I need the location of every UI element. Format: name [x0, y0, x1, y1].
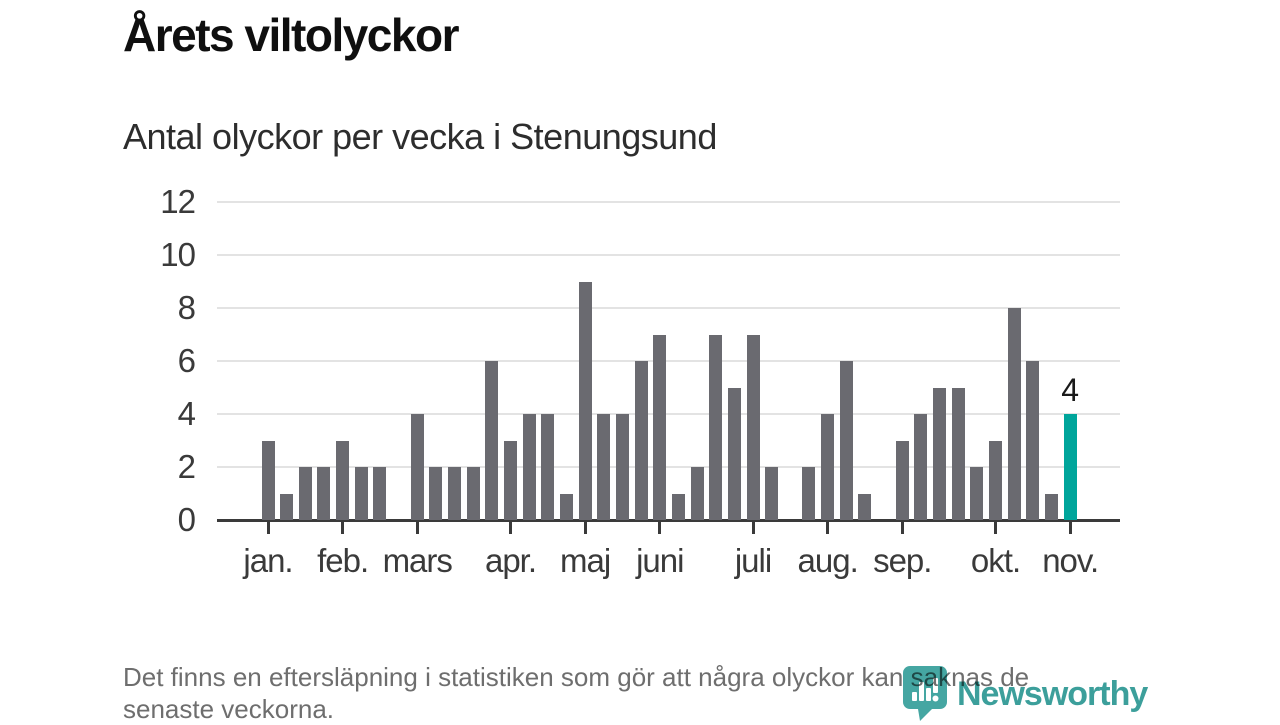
bar-week-37	[933, 387, 947, 520]
gridline	[217, 360, 1120, 362]
y-axis-label: 8	[177, 289, 196, 326]
y-axis-label: 10	[160, 236, 196, 273]
bar-week-17	[559, 493, 573, 520]
x-axis-tick	[658, 521, 662, 534]
x-axis-label: maj	[560, 542, 611, 579]
x-axis-tick	[509, 521, 512, 534]
gridline	[217, 201, 1120, 203]
x-axis-tick	[341, 521, 345, 534]
bar-week-25	[709, 334, 723, 520]
bar-week-10	[429, 467, 443, 520]
x-axis-label: aug.	[797, 542, 859, 579]
x-axis-tick	[751, 521, 755, 534]
bar-week-22	[653, 334, 667, 520]
bar-week-11	[448, 467, 462, 520]
x-axis-label: juni	[636, 542, 684, 579]
page-title: Årets viltolyckor	[123, 9, 459, 61]
chart-subtitle: Antal olyckor per vecka i Stenungsund	[123, 116, 717, 157]
x-axis-tick	[415, 521, 419, 534]
gridline	[217, 307, 1120, 309]
y-axis-label: 0	[177, 501, 196, 538]
x-axis-line	[217, 519, 1120, 522]
bar-week-32	[839, 361, 853, 520]
x-axis-tick	[900, 521, 904, 534]
bar-week-26	[727, 387, 741, 520]
gridline	[217, 413, 1120, 415]
x-axis-tick	[826, 521, 830, 534]
x-axis-label: jan.	[243, 542, 293, 579]
bar-week-7	[373, 467, 387, 520]
bar-week-23	[671, 493, 685, 520]
x-axis-label: juli	[734, 542, 772, 579]
bar-week-5	[336, 440, 350, 520]
bar-week-44	[1063, 414, 1077, 520]
bar-week-30	[802, 467, 816, 520]
newsworthy-pin-icon	[903, 666, 947, 721]
newsworthy-logo: Newsworthy	[902, 665, 1148, 721]
newsworthy-wordmark: Newsworthy	[957, 675, 1148, 713]
y-axis-label: 6	[177, 342, 196, 379]
gridline	[217, 466, 1120, 468]
bar-week-6	[354, 467, 368, 520]
bar-week-3	[298, 467, 312, 520]
x-axis-tick	[266, 521, 270, 534]
bar-week-16	[541, 414, 555, 520]
x-axis-tick	[583, 521, 587, 534]
gridline	[217, 254, 1120, 256]
bar-week-2	[280, 493, 294, 520]
x-axis-tick	[994, 521, 998, 534]
bar-week-39	[970, 467, 984, 520]
bar-week-20	[615, 414, 629, 520]
bar-week-12	[466, 467, 480, 520]
bar-week-38	[951, 387, 965, 520]
bar-week-36	[914, 414, 928, 520]
bar-week-40	[989, 440, 1003, 520]
bar-week-9	[410, 414, 424, 520]
bar-week-31	[821, 414, 835, 520]
y-axis-label: 4	[177, 395, 196, 432]
x-axis-label: mars	[382, 542, 453, 579]
x-axis-label: feb.	[317, 542, 369, 579]
bar-week-1	[261, 440, 275, 520]
bar-week-24	[690, 467, 704, 520]
x-axis-tick	[1068, 521, 1072, 534]
bar-week-19	[597, 414, 611, 520]
bar-week-35	[895, 440, 909, 520]
chart-footnote: Det finns en eftersläpning i statistiken…	[123, 662, 1030, 724]
bar-week-4	[317, 467, 331, 520]
bar-week-42	[1026, 361, 1040, 520]
highlight-value-label: 4	[1061, 372, 1080, 408]
x-axis-label: okt.	[970, 542, 1021, 579]
bar-week-14	[504, 440, 517, 520]
bar-week-33	[858, 493, 872, 520]
bar-week-28	[765, 467, 779, 520]
bar-week-41	[1007, 308, 1021, 520]
x-axis-label: nov.	[1042, 542, 1099, 579]
bar-week-27	[746, 334, 760, 520]
bar-week-18	[578, 281, 592, 520]
y-axis-label: 2	[177, 448, 196, 485]
y-axis-label: 12	[160, 183, 196, 220]
bar-week-43	[1045, 493, 1058, 520]
x-axis-label: sep.	[873, 542, 932, 579]
bar-week-21	[634, 361, 648, 520]
bar-week-13	[485, 361, 499, 520]
bar-week-15	[522, 414, 536, 520]
x-axis-label: apr.	[484, 542, 537, 579]
